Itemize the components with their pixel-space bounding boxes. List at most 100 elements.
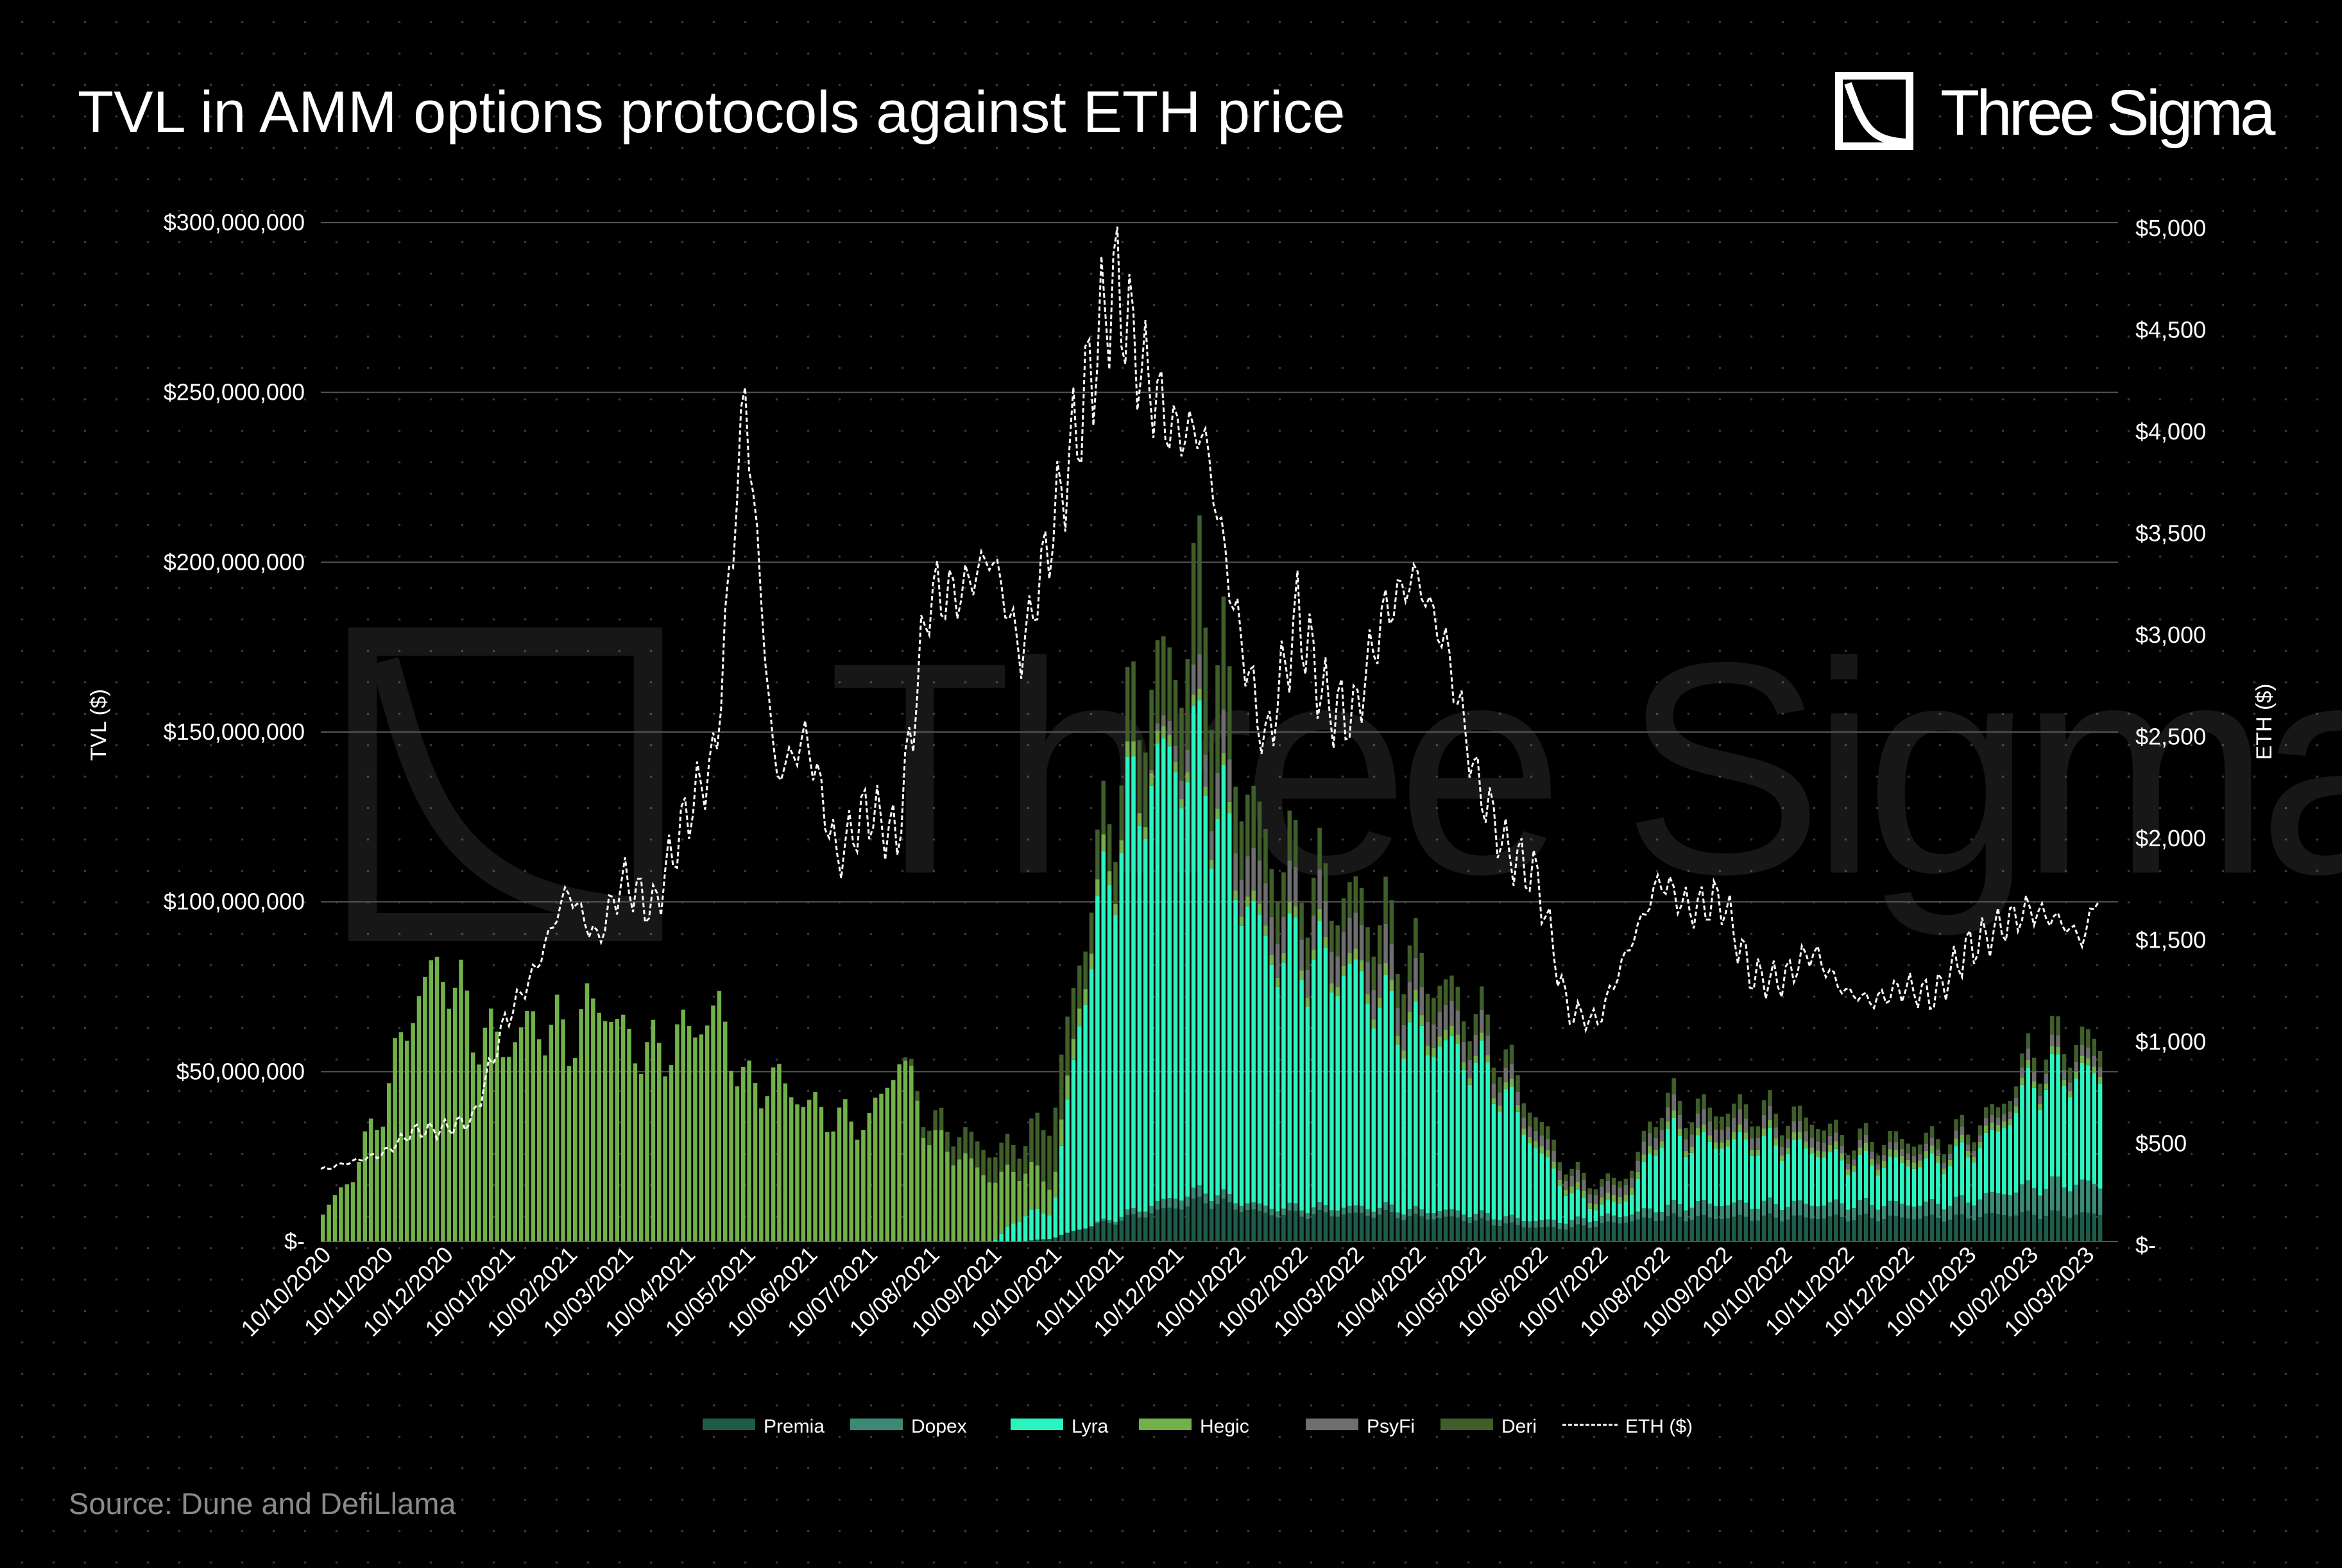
bar-dopex bbox=[1143, 1211, 1148, 1218]
bar-dopex bbox=[1383, 1202, 1388, 1211]
bar-premia bbox=[1485, 1220, 1490, 1241]
bar-dopex bbox=[1845, 1209, 1851, 1222]
bar-dopex bbox=[1401, 1214, 1406, 1220]
bar-premia bbox=[1732, 1216, 1736, 1241]
bar-deri bbox=[1600, 1179, 1604, 1187]
bar-premia bbox=[1047, 1239, 1052, 1241]
bar-hegic bbox=[1720, 1142, 1724, 1149]
bar-dopex bbox=[1647, 1208, 1652, 1218]
bar-dopex bbox=[1107, 1220, 1112, 1223]
bar-premia bbox=[1083, 1229, 1088, 1241]
bar-premia bbox=[1557, 1229, 1562, 1241]
bar-hegic bbox=[1179, 799, 1184, 808]
bar-psyfi bbox=[2049, 1034, 2055, 1046]
bar-premia bbox=[1263, 1213, 1268, 1241]
bar-hegic bbox=[483, 1027, 488, 1241]
bar-psyfi bbox=[1822, 1142, 1826, 1152]
bar-deri bbox=[1888, 1130, 1892, 1143]
bar-lyra bbox=[1972, 1163, 1976, 1206]
bar-premia bbox=[1287, 1210, 1292, 1241]
bar-deri bbox=[2026, 1033, 2031, 1049]
bar-psyfi bbox=[2080, 1044, 2085, 1056]
bar-psyfi bbox=[1516, 1091, 1520, 1105]
bar-dopex bbox=[1215, 1195, 1220, 1204]
bar-lyra bbox=[1978, 1148, 1983, 1200]
bar-psyfi bbox=[1834, 1132, 1838, 1141]
bar-premia bbox=[1629, 1221, 1634, 1241]
bar-hegic bbox=[735, 1086, 740, 1241]
bar-lyra bbox=[1377, 1007, 1382, 1208]
bar-premia bbox=[1713, 1219, 1718, 1241]
bar-hegic bbox=[1684, 1150, 1688, 1157]
bar-premia bbox=[1605, 1221, 1611, 1241]
bar-psyfi bbox=[1455, 1010, 1460, 1035]
y-tick-label: $150,000,000 bbox=[164, 719, 305, 745]
bar-psyfi bbox=[1341, 932, 1346, 966]
bar-deri bbox=[1389, 900, 1394, 944]
bar-deri bbox=[2074, 1045, 2078, 1062]
bar-deri bbox=[1972, 1142, 1976, 1151]
y2-tick-label: $4,500 bbox=[2135, 317, 2206, 343]
bar-lyra bbox=[1437, 1046, 1442, 1211]
bar-lyra bbox=[1534, 1148, 1538, 1222]
bar-hegic bbox=[1636, 1172, 1640, 1179]
bar-lyra bbox=[1738, 1132, 1742, 1200]
bar-lyra bbox=[1827, 1152, 1833, 1202]
bar-dopex bbox=[1600, 1216, 1604, 1223]
bar-deri bbox=[1029, 1118, 1034, 1162]
bar-hegic bbox=[909, 1066, 914, 1241]
bar-premia bbox=[1035, 1240, 1040, 1241]
bar-dopex bbox=[1654, 1212, 1658, 1221]
bar-hegic bbox=[2020, 1077, 2024, 1085]
bar-lyra bbox=[1845, 1175, 1851, 1210]
bar-deri bbox=[1143, 752, 1148, 828]
legend-swatch-dopex bbox=[850, 1419, 903, 1430]
bar-dopex bbox=[1197, 1185, 1202, 1197]
bar-psyfi bbox=[1575, 1170, 1580, 1182]
bar-hegic bbox=[1774, 1138, 1779, 1146]
bar-lyra bbox=[1996, 1131, 2001, 1193]
bar-hegic bbox=[2056, 1046, 2060, 1055]
bar-dopex bbox=[1527, 1221, 1532, 1228]
bar-dopex bbox=[1347, 1206, 1352, 1213]
bar-lyra bbox=[1293, 917, 1298, 1204]
bar-psyfi bbox=[1449, 1000, 1454, 1026]
bar-dopex bbox=[1353, 1205, 1358, 1213]
bar-lyra bbox=[1257, 914, 1262, 1204]
bar-deri bbox=[1779, 1135, 1784, 1147]
watermark: Three Sigma bbox=[348, 600, 2342, 941]
bar-hegic bbox=[1419, 1015, 1424, 1026]
bar-premia bbox=[1659, 1220, 1664, 1241]
bar-lyra bbox=[1161, 738, 1166, 1199]
bar-premia bbox=[1179, 1209, 1184, 1241]
bar-hegic bbox=[1341, 966, 1346, 976]
bar-psyfi bbox=[1437, 1012, 1442, 1037]
bar-hegic bbox=[1947, 1159, 1953, 1166]
bar-deri bbox=[1893, 1131, 1899, 1143]
bar-deri bbox=[951, 1146, 956, 1166]
bar-premia bbox=[1582, 1225, 1586, 1241]
stacked-bars bbox=[321, 515, 2103, 1241]
bar-dopex bbox=[1791, 1200, 1797, 1216]
bar-lyra bbox=[1822, 1157, 1826, 1206]
bar-lyra bbox=[1858, 1155, 1863, 1200]
bar-premia bbox=[1449, 1216, 1454, 1241]
bar-lyra bbox=[1659, 1147, 1664, 1213]
bar-psyfi bbox=[1432, 1024, 1436, 1048]
bar-hegic bbox=[1401, 1050, 1406, 1059]
bar-psyfi bbox=[1173, 746, 1178, 762]
bar-lyra bbox=[1732, 1139, 1736, 1203]
bar-lyra bbox=[1395, 1044, 1400, 1213]
bar-deri bbox=[1695, 1098, 1700, 1114]
bar-hegic bbox=[897, 1064, 902, 1241]
bar-dopex bbox=[1293, 1203, 1298, 1211]
bar-lyra bbox=[1347, 964, 1352, 1206]
bar-deri bbox=[1545, 1126, 1550, 1139]
bar-hegic bbox=[795, 1104, 799, 1241]
bar-dopex bbox=[1786, 1207, 1790, 1220]
bar-deri bbox=[999, 1142, 1004, 1172]
legend-label: PsyFi bbox=[1367, 1416, 1415, 1437]
bar-premia bbox=[1479, 1218, 1484, 1241]
bar-hegic bbox=[1503, 1082, 1508, 1089]
bar-deri bbox=[1047, 1136, 1052, 1190]
